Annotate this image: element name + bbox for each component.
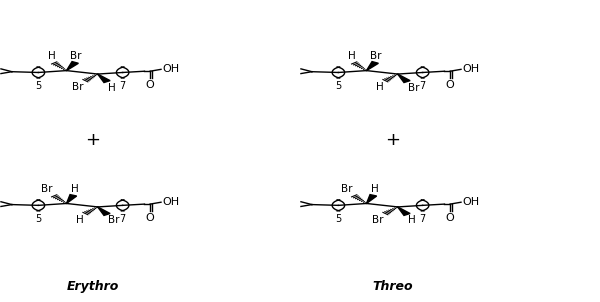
Text: Br: Br [73,82,84,92]
Polygon shape [398,207,410,215]
Text: OH: OH [162,197,179,207]
Text: H: H [108,82,116,92]
Text: H: H [71,184,79,194]
Polygon shape [67,194,77,204]
Polygon shape [98,74,110,82]
Text: Br: Br [408,82,420,92]
Text: OH: OH [162,64,179,74]
Text: Erythro: Erythro [67,280,119,294]
Text: 5: 5 [35,214,41,223]
Text: 7: 7 [119,214,126,223]
Polygon shape [67,62,79,71]
Text: H: H [376,82,383,92]
Text: 5: 5 [335,81,341,91]
Text: Br: Br [70,51,82,61]
Text: 5: 5 [335,214,341,223]
Text: Br: Br [108,215,120,225]
Text: O: O [446,213,454,223]
Text: 5: 5 [35,81,41,91]
Text: O: O [146,80,154,90]
Text: H: H [76,215,83,225]
Text: +: + [386,131,401,149]
Text: H: H [348,51,356,62]
Text: H: H [48,51,56,62]
Text: H: H [371,184,379,194]
Text: 7: 7 [419,81,426,91]
Text: OH: OH [462,64,479,74]
Text: OH: OH [462,197,479,207]
Polygon shape [98,207,110,215]
Text: Br: Br [370,51,382,61]
Text: 7: 7 [419,214,426,223]
Polygon shape [398,74,410,82]
Text: Threo: Threo [373,280,413,294]
Text: Br: Br [41,184,53,194]
Text: Br: Br [341,184,353,194]
Text: Br: Br [373,215,384,225]
Text: +: + [86,131,101,149]
Text: H: H [408,215,416,225]
Text: O: O [446,80,454,90]
Polygon shape [367,194,377,204]
Polygon shape [367,62,379,71]
Text: 7: 7 [119,81,126,91]
Text: O: O [146,213,154,223]
